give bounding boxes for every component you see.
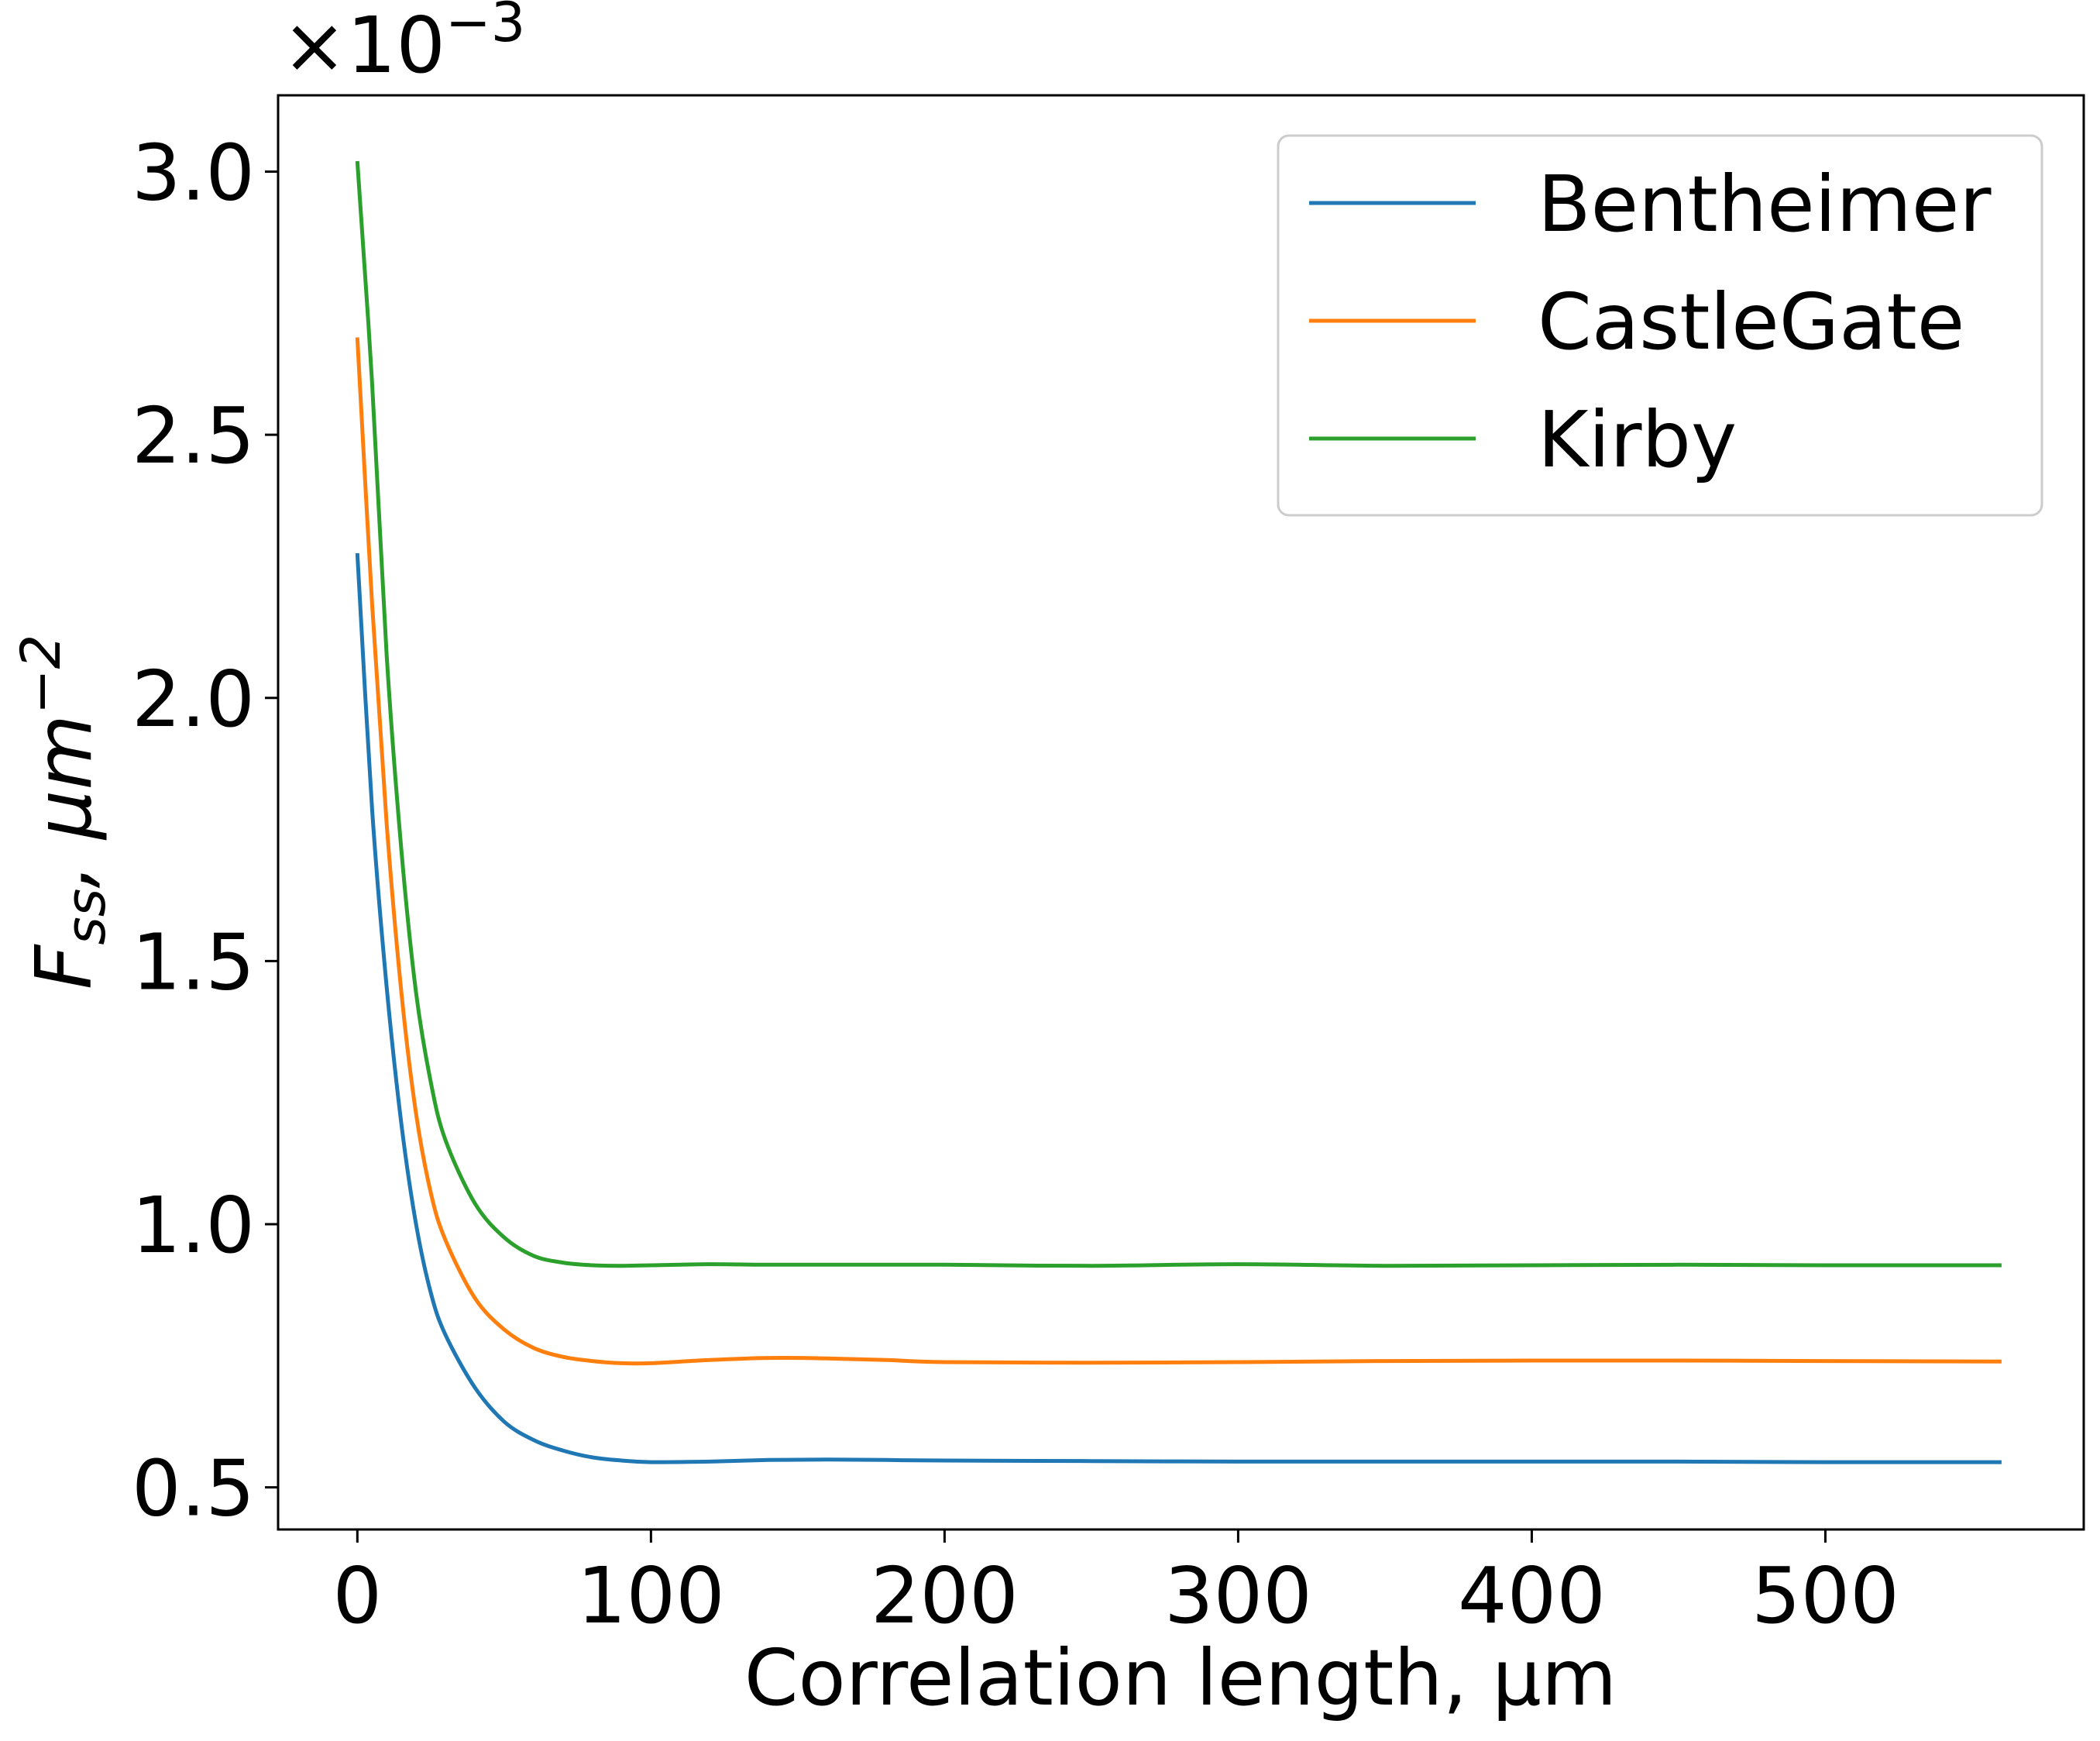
y-tick-label: 3.0 bbox=[132, 127, 255, 218]
legend-label-bentheimer: Bentheimer bbox=[1538, 159, 1992, 249]
y-tick-label: 1.0 bbox=[132, 1180, 255, 1271]
x-axis-label: Correlation length, µm bbox=[744, 1633, 1617, 1723]
offset-base: ×10 bbox=[282, 0, 445, 91]
y-axis-label-rest: , µm bbox=[19, 714, 109, 889]
x-tick-label: 0 bbox=[333, 1550, 383, 1641]
series-line-bentheimer bbox=[355, 552, 2002, 1464]
y-tick-label: 0.5 bbox=[132, 1443, 255, 1534]
series-layer bbox=[355, 160, 2002, 1464]
legend-box bbox=[1277, 134, 2043, 517]
x-tick-label: 100 bbox=[577, 1550, 725, 1641]
legend-label-castlegate: CastleGate bbox=[1538, 277, 1964, 367]
legend-label-kirby: Kirby bbox=[1538, 394, 1737, 485]
y-axis: 0.5 1.0 1.5 2.0 2.5 3.0 bbox=[132, 127, 278, 1534]
legend: Bentheimer CastleGate Kirby bbox=[1277, 134, 2043, 517]
y-axis-label-sub: ss bbox=[54, 889, 118, 945]
x-tick-label: 300 bbox=[1164, 1550, 1312, 1641]
plot-frame bbox=[277, 94, 2085, 1531]
x-tick-label: 500 bbox=[1751, 1550, 1899, 1641]
series-line-castlegate bbox=[355, 337, 2002, 1366]
y-tick-label: 1.5 bbox=[132, 917, 255, 1007]
axis-offset-text: ×10−3 bbox=[282, 0, 525, 91]
legend-entries: Bentheimer CastleGate Kirby bbox=[1309, 159, 1992, 485]
y-axis-label-sup: −2 bbox=[9, 635, 73, 714]
y-axis-label: Fss, µm−2 bbox=[9, 635, 118, 989]
offset-exponent: −3 bbox=[445, 0, 525, 54]
x-tick-label: 400 bbox=[1458, 1550, 1606, 1641]
y-tick-label: 2.5 bbox=[132, 391, 255, 481]
y-tick-label: 2.0 bbox=[132, 654, 255, 745]
x-tick-label: 200 bbox=[871, 1550, 1019, 1641]
series-line-kirby bbox=[355, 160, 2002, 1268]
y-axis-label-main: F bbox=[19, 944, 109, 989]
x-axis: 0 100 200 300 400 500 bbox=[333, 1529, 1899, 1641]
